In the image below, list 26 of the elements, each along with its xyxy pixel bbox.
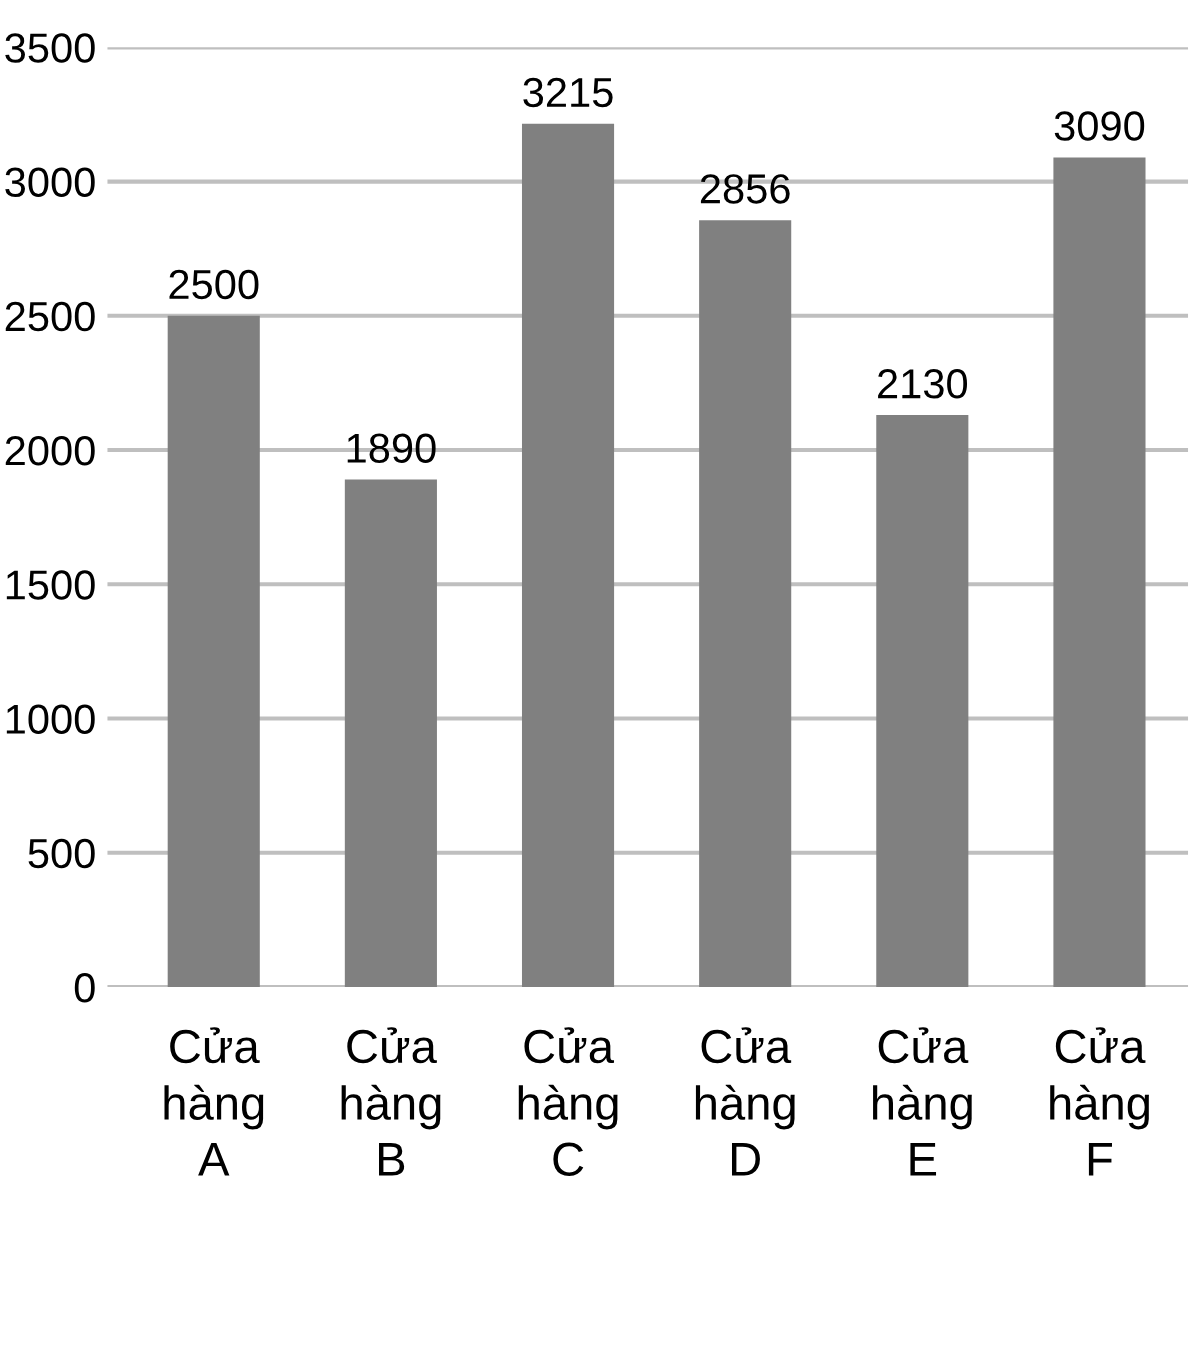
y-tick-label: 1000 xyxy=(6,704,95,734)
bar xyxy=(876,415,969,987)
data-label: 3215 xyxy=(523,77,613,108)
y-tick-label: 2000 xyxy=(5,436,95,466)
bar xyxy=(167,315,260,987)
data-label: 2130 xyxy=(878,369,968,399)
y-tick-label: 0 xyxy=(74,972,95,1003)
bar xyxy=(521,123,615,987)
x-tick-label: Cửa hàng A xyxy=(164,1027,264,1176)
data-label: 2500 xyxy=(169,269,259,300)
x-tick-label: Cửa hàng F xyxy=(1050,1027,1149,1176)
y-tick-label: 1500 xyxy=(6,570,95,600)
x-tick-label: Cửa hàng D xyxy=(695,1027,795,1176)
x-tick-label: Cửa hàng B xyxy=(341,1027,441,1176)
x-tick-label: Cửa hàng E xyxy=(873,1027,972,1176)
y-tick-label: 3000 xyxy=(5,167,95,198)
bar xyxy=(699,220,792,987)
data-label: 1890 xyxy=(347,433,436,463)
data-label: 2856 xyxy=(700,174,790,204)
y-tick-label: 500 xyxy=(28,838,95,869)
y-tick-label: 2500 xyxy=(5,301,95,332)
data-label: 3090 xyxy=(1054,111,1145,141)
x-tick-label: Cửa hàng C xyxy=(518,1027,618,1177)
bar xyxy=(344,479,437,987)
bar xyxy=(1053,157,1146,987)
y-tick-label: 3500 xyxy=(5,33,95,63)
